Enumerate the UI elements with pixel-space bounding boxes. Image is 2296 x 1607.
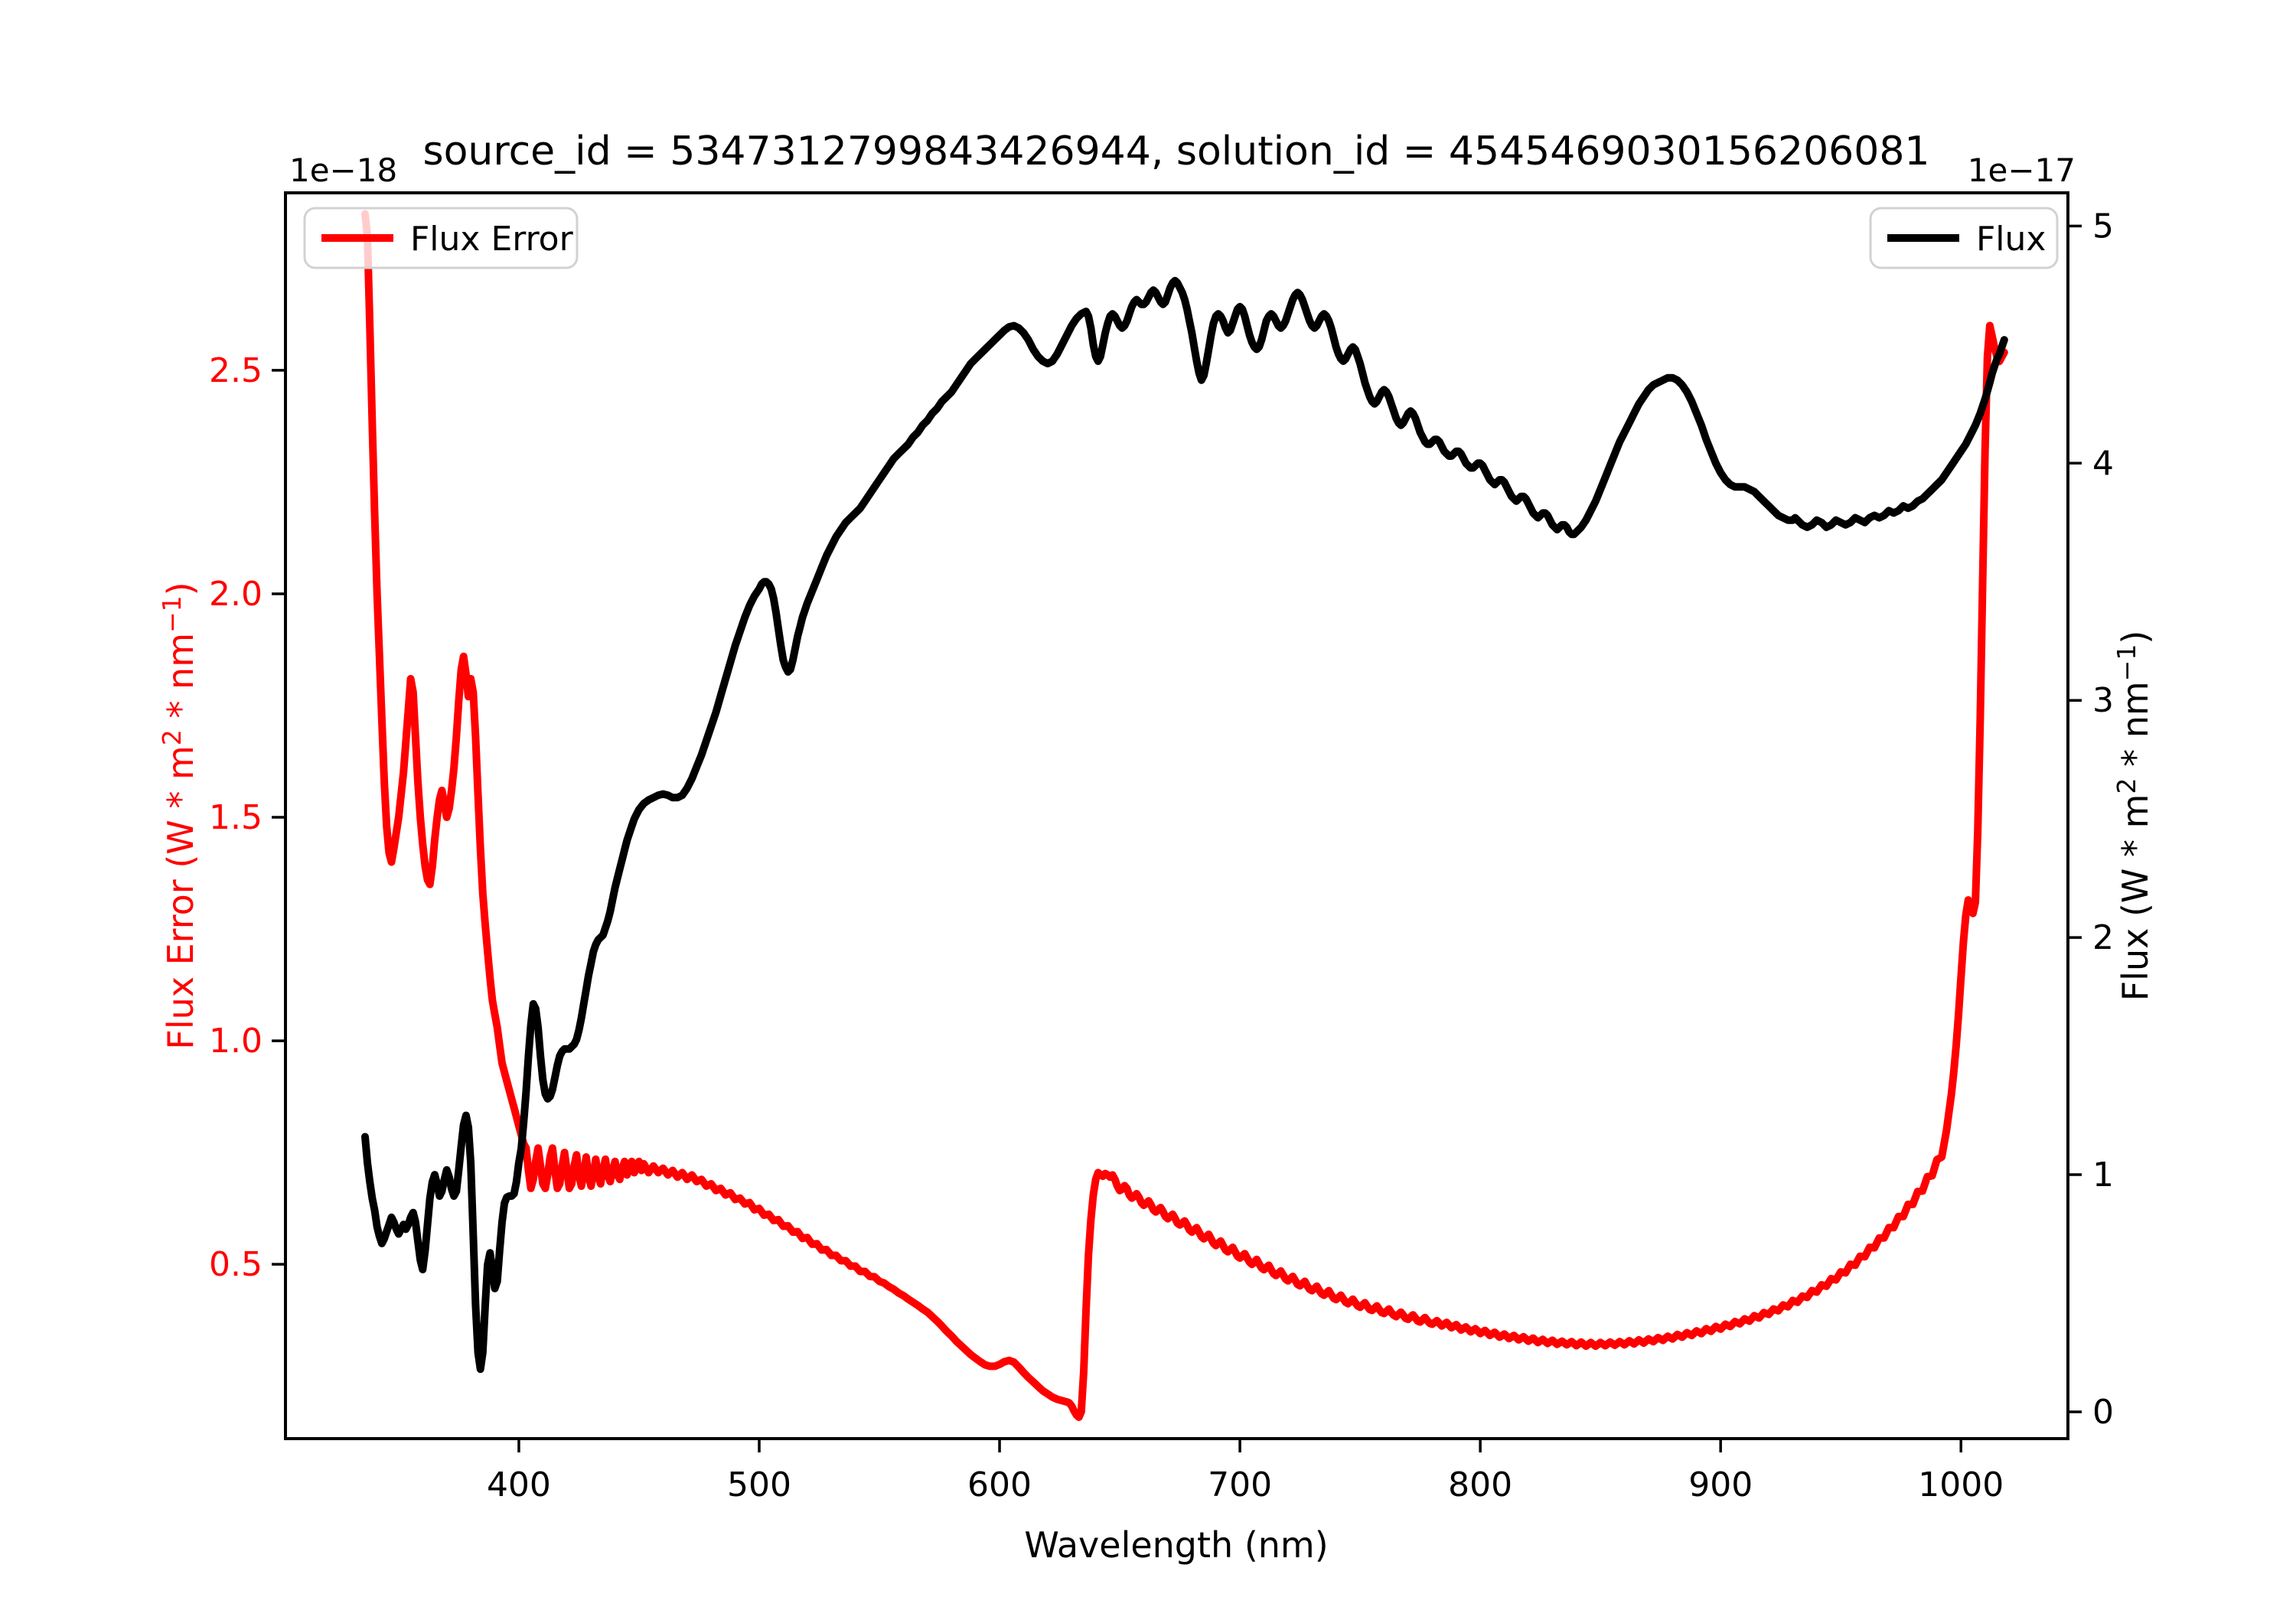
right-y-tick-label: 5 (2092, 207, 2114, 246)
legend-flux-label: Flux (1976, 220, 2046, 259)
x-tick-label: 1000 (1918, 1465, 2004, 1504)
right-y-tick-label: 4 (2092, 444, 2114, 483)
left-y-tick-label: 1.0 (209, 1022, 263, 1061)
left-axis-offset-label: 1e−18 (289, 152, 397, 189)
left-y-tick-label: 2.0 (209, 575, 263, 614)
legend-flux-box (1869, 207, 2059, 269)
right-y-tick-label: 3 (2092, 681, 2114, 720)
legend-flux-error-label: Flux Error (410, 220, 574, 259)
left-y-tick-label: 0.5 (209, 1245, 263, 1284)
x-tick-label: 900 (1688, 1465, 1753, 1504)
right-y-tick-label: 0 (2092, 1393, 2114, 1432)
right-y-axis-label: Flux (W * m2 * nm−1) (2112, 631, 2156, 1002)
x-tick-label: 800 (1448, 1465, 1512, 1504)
right-axis-ticks: 0 1 2 3 4 5 (2068, 207, 2114, 1432)
x-tick-label: 400 (487, 1465, 551, 1504)
right-y-tick-label: 1 (2092, 1156, 2114, 1195)
x-axis-ticks: 400 500 600 700 800 900 1000 (487, 1439, 2004, 1504)
x-tick-label: 600 (967, 1465, 1032, 1504)
legend-flux: Flux (1869, 207, 2059, 269)
right-y-tick-label: 2 (2092, 918, 2114, 957)
plot-area-frame (284, 191, 2069, 1440)
flux-error-line (361, 210, 2008, 1421)
flux-line (361, 276, 2008, 1374)
x-tick-label: 700 (1208, 1465, 1272, 1504)
left-y-tick-label: 2.5 (209, 351, 263, 390)
page-title: source_id = 5347312799843426944, solutio… (422, 129, 1929, 174)
x-axis-label: Wavelength (nm) (1024, 1524, 1328, 1566)
legend-flux-error: Flux Error (303, 207, 579, 269)
x-tick-label: 500 (727, 1465, 791, 1504)
right-axis-offset-label: 1e−17 (1968, 152, 2076, 189)
left-y-tick-label: 1.5 (209, 798, 263, 837)
left-axis-ticks: 0.5 1.0 1.5 2.0 2.5 (209, 351, 285, 1284)
legend-flux-error-box (303, 207, 579, 269)
left-y-axis-label: Flux Error (W * m2 * nm−1) (157, 582, 201, 1049)
